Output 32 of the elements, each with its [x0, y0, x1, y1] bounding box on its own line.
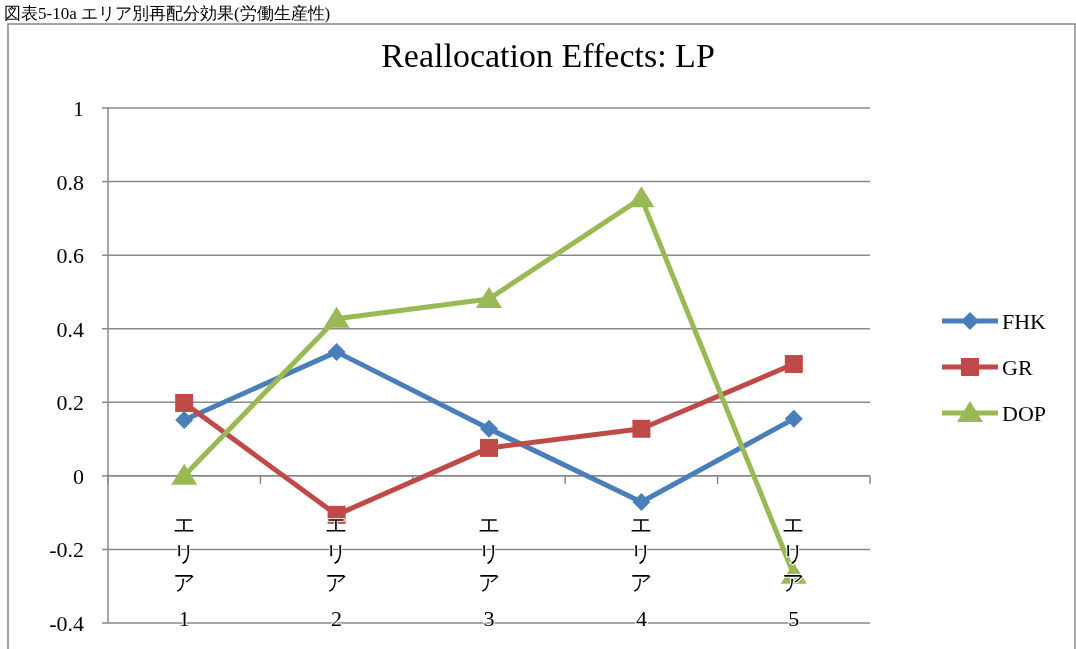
point [784, 355, 803, 374]
x-tick: エリア3 [477, 511, 501, 631]
legend-item: DOP [942, 401, 1046, 426]
chart-title: Reallocation Effects: LP [381, 37, 715, 74]
point [628, 186, 655, 208]
y-tick-label: 1 [73, 96, 84, 121]
x-tick: エリア1 [172, 511, 196, 631]
point [175, 410, 194, 429]
point [175, 394, 194, 413]
legend-item: GR [942, 355, 1033, 380]
y-tick-label: 0.6 [56, 243, 84, 269]
legend-item: FHK [942, 309, 1046, 334]
y-tick-label: 0.4 [56, 316, 84, 342]
point [323, 306, 350, 328]
point [480, 438, 498, 457]
y-tick-label: 0.2 [56, 390, 84, 416]
annotation: 図表5-10a エリア別再配分効果(労働生産性) [4, 4, 331, 23]
point [476, 286, 502, 308]
point [327, 342, 346, 361]
y-tick-label: -0.4 [49, 611, 84, 636]
point [632, 492, 651, 511]
x-tick: エリア4 [629, 511, 653, 631]
legend-label: DOP [1002, 401, 1047, 426]
y-tick-label: -0.2 [49, 537, 84, 563]
y-tick-label: 0.8 [56, 169, 84, 195]
point [784, 409, 803, 428]
legend-label: GR [1002, 355, 1033, 380]
point [632, 419, 651, 438]
point [171, 463, 198, 485]
y-tick-label: 0 [73, 463, 84, 489]
point [480, 419, 498, 438]
legend-label: FHK [1002, 309, 1047, 334]
